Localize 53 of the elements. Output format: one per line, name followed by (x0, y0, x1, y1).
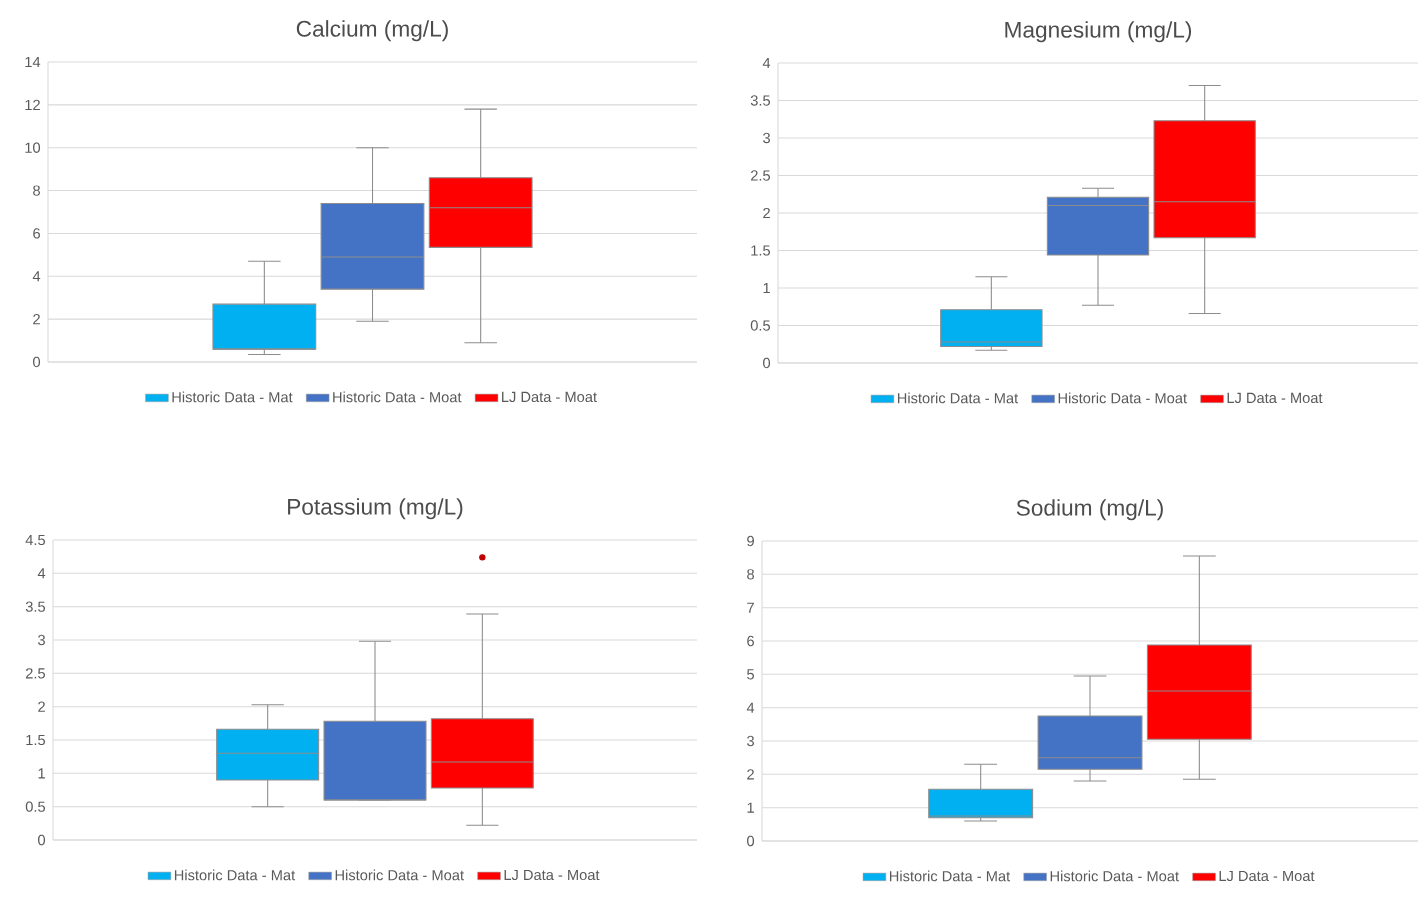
y-tick-label: 10 (25, 142, 41, 153)
y-tick-label: 0 (38, 834, 46, 846)
y-tick-label: 6 (747, 635, 754, 647)
legend-label: Historic Data - Moat (1058, 392, 1187, 404)
y-tick-label: 8 (33, 185, 40, 196)
y-tick-label: 0.5 (25, 801, 45, 812)
legend-label: LJ Data - Moat (502, 391, 597, 403)
y-tick-label: 4 (37, 568, 46, 579)
legend-label: LJ Data - Moat (504, 869, 600, 881)
y-tick-label: 4 (762, 57, 771, 69)
y-tick-label: 0 (33, 356, 41, 368)
legend-label: Historic Data - Mat (172, 391, 293, 403)
y-tick-label: 0 (763, 357, 771, 369)
y-tick-label: 9 (747, 535, 754, 547)
legend-label: Historic Data - Mat (897, 392, 1019, 404)
y-tick-label: 3 (38, 634, 45, 646)
y-tick-label: 3.5 (750, 95, 771, 106)
legend-label: LJ Data - Moat (1219, 870, 1315, 882)
legend-label: Historic Data - Mat (174, 869, 296, 881)
y-tick-label: 2 (38, 701, 45, 712)
y-tick-label: 12 (25, 99, 40, 110)
legend-label: Historic Data - Mat (889, 870, 1011, 882)
y-tick-label: 1.5 (751, 245, 771, 256)
chart-title: Sodium (mg/L) (1016, 499, 1163, 521)
y-tick-label: 3 (763, 132, 770, 144)
y-tick-label: 4 (746, 702, 755, 713)
chart-title: Magnesium (mg/L) (1005, 21, 1192, 43)
y-tick-label: 8 (747, 569, 754, 580)
y-tick-label: 7 (747, 602, 754, 613)
y-tick-label: 2 (33, 314, 40, 325)
y-tick-label: 3.5 (25, 601, 45, 612)
legend-label: LJ Data - Moat (1227, 392, 1323, 404)
y-tick-label: 6 (33, 228, 40, 239)
y-tick-label: 2 (747, 769, 754, 780)
y-tick-label: 2.5 (750, 170, 771, 181)
y-tick-label: 3 (747, 735, 754, 747)
y-tick-label: 1 (747, 802, 754, 813)
y-tick-label: 1 (763, 282, 770, 294)
y-tick-label: 5 (747, 669, 755, 680)
legend-label: Historic Data - Moat (335, 869, 464, 881)
y-tick-label: 1.5 (26, 734, 45, 746)
chart-title: Potassium (mg/L) (288, 498, 463, 520)
y-tick-label: 4 (32, 271, 41, 282)
y-tick-label: 4.5 (25, 534, 45, 546)
y-tick-label: 0 (747, 835, 755, 847)
y-tick-label: 2.5 (25, 668, 45, 679)
legend-label: Historic Data - Moat (333, 391, 462, 403)
y-tick-label: 14 (25, 56, 41, 68)
legend-label: Historic Data - Moat (1050, 870, 1179, 882)
chart-title: Calcium (mg/L) (296, 20, 448, 42)
y-tick-label: 2 (763, 207, 770, 219)
y-tick-label: 0.5 (750, 320, 771, 331)
y-tick-label: 1 (38, 768, 45, 779)
